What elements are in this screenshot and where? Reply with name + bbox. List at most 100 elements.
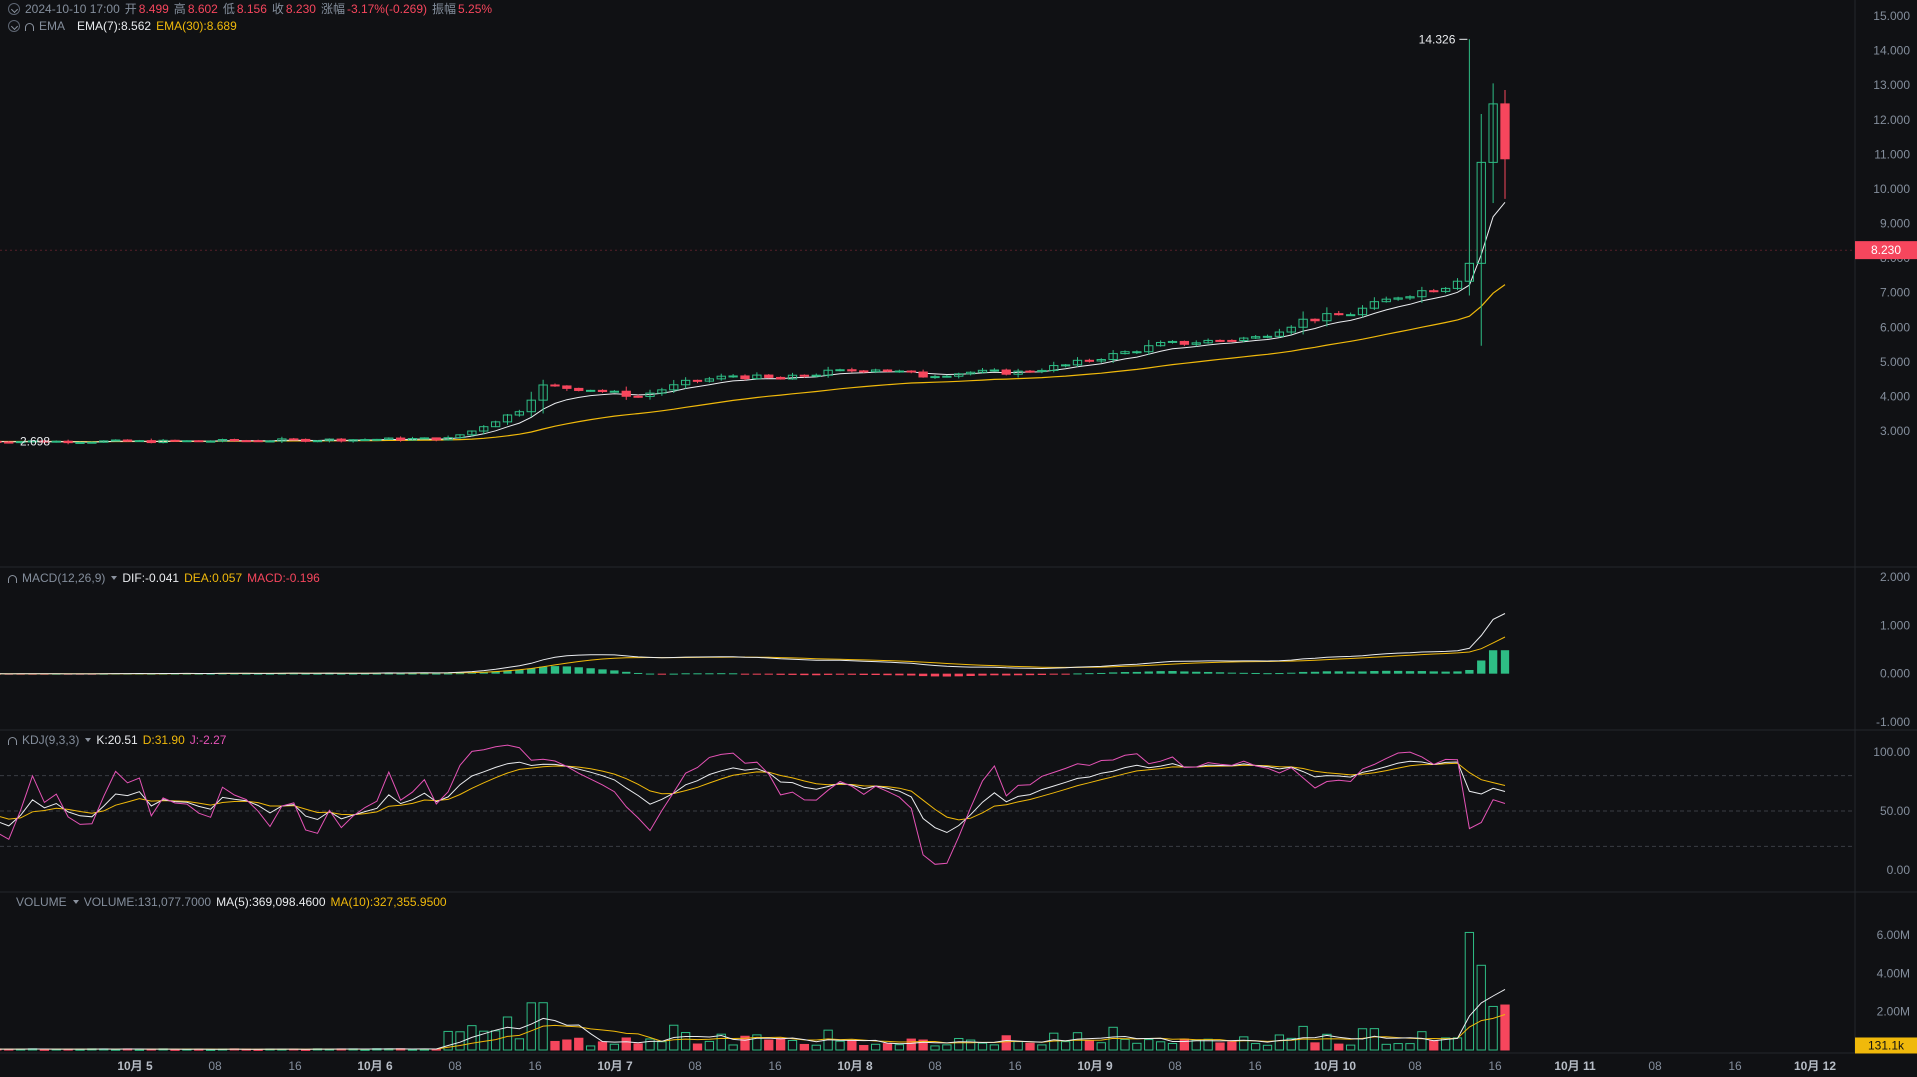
dea-value: DEA:0.057 bbox=[184, 571, 243, 585]
macd-name[interactable]: MACD(12,26,9) bbox=[22, 571, 106, 585]
x-tick-label: 08 bbox=[928, 1059, 942, 1073]
macd-bar bbox=[918, 673, 928, 677]
macd-bar bbox=[348, 673, 358, 675]
chevron-down-icon[interactable] bbox=[85, 738, 92, 742]
volume-bar bbox=[1227, 1041, 1237, 1051]
macd-bar bbox=[610, 670, 619, 674]
candle-body bbox=[835, 369, 845, 372]
macd-bar bbox=[1097, 672, 1106, 674]
volume-bar bbox=[1262, 1044, 1273, 1051]
candle-body bbox=[1132, 351, 1142, 354]
volume-bar bbox=[1500, 1004, 1510, 1051]
volume-value: VOLUME:131,077.7000 bbox=[83, 895, 212, 909]
macd-bar bbox=[1453, 671, 1462, 674]
change-value: -3.17%(-0.269) bbox=[346, 2, 427, 16]
volume-bar bbox=[1250, 1043, 1261, 1051]
macd-bar bbox=[930, 673, 940, 677]
candle-body bbox=[1440, 287, 1451, 292]
candle-body bbox=[882, 369, 893, 372]
macd-bar bbox=[384, 673, 393, 675]
candle-body bbox=[716, 375, 726, 380]
candle-body bbox=[39, 440, 50, 443]
candle-date: 2024-10-10 17:00 bbox=[25, 2, 120, 16]
macd-bar bbox=[669, 673, 678, 675]
candle-body bbox=[431, 437, 441, 441]
volume-name[interactable]: VOLUME bbox=[16, 895, 67, 909]
open-value: 8.499 bbox=[138, 2, 169, 16]
volume-bar bbox=[645, 1038, 655, 1051]
volume-bar bbox=[1013, 1041, 1023, 1051]
y-tick-label: 10.000 bbox=[1873, 182, 1910, 196]
candle-body bbox=[1167, 340, 1178, 343]
macd-bar bbox=[479, 672, 488, 674]
kdj-y-tick: 100.00 bbox=[1873, 745, 1910, 759]
amplitude-label: 振幅 bbox=[432, 2, 457, 16]
candle-body bbox=[110, 439, 121, 442]
kdj-k-line bbox=[0, 760, 1506, 834]
candle-body bbox=[1108, 353, 1118, 361]
volume-bar bbox=[514, 1038, 525, 1051]
macd-bar bbox=[883, 673, 892, 676]
volume-bar bbox=[1393, 1043, 1403, 1051]
macd-bar bbox=[942, 673, 952, 677]
collapse-header-icon[interactable] bbox=[8, 3, 20, 15]
volume-bar bbox=[775, 1037, 786, 1051]
macd-bar bbox=[859, 673, 868, 675]
x-tick-label: 16 bbox=[768, 1059, 782, 1073]
candle-body bbox=[182, 440, 192, 443]
x-tick-label: 16 bbox=[1488, 1059, 1502, 1073]
candle-body bbox=[205, 440, 216, 443]
bell-icon[interactable] bbox=[25, 23, 34, 31]
volume-bar bbox=[1239, 1036, 1249, 1051]
macd-bar bbox=[1358, 671, 1367, 674]
macd-bar bbox=[527, 668, 536, 674]
kdj-y-tick: 50.00 bbox=[1880, 804, 1910, 818]
ema30-line bbox=[0, 284, 1506, 443]
chevron-down-icon[interactable] bbox=[72, 900, 79, 904]
y-tick-label: 5.000 bbox=[1880, 355, 1910, 369]
candle-body bbox=[1393, 297, 1403, 300]
candle-body bbox=[455, 434, 465, 439]
candle-body bbox=[1488, 103, 1498, 163]
candle-body bbox=[63, 440, 73, 444]
dif-line bbox=[0, 613, 1506, 675]
macd-bar bbox=[1227, 672, 1237, 674]
volume-bar bbox=[965, 1039, 976, 1051]
macd-bar bbox=[550, 666, 560, 674]
candle-body bbox=[1096, 359, 1106, 362]
macd-bar bbox=[1500, 650, 1510, 674]
ema-name[interactable]: EMA bbox=[39, 19, 66, 33]
candle-body bbox=[407, 437, 418, 441]
candle-body bbox=[1120, 351, 1130, 355]
volume-bar bbox=[1286, 1037, 1296, 1051]
volume-bar bbox=[574, 1037, 584, 1051]
x-tick-label: 10月 5 bbox=[117, 1059, 153, 1073]
candle-body bbox=[799, 374, 810, 377]
macd-bar bbox=[895, 673, 904, 676]
candle-body bbox=[859, 370, 869, 373]
bell-icon[interactable] bbox=[8, 737, 17, 745]
y-tick-label: 13.000 bbox=[1873, 78, 1910, 92]
candle-body bbox=[490, 421, 501, 428]
kdj-name[interactable]: KDJ(9,3,3) bbox=[22, 733, 80, 747]
candle-body bbox=[1025, 370, 1035, 373]
open-label: 开 bbox=[124, 2, 137, 16]
collapse-ema-icon[interactable] bbox=[8, 20, 20, 32]
macd-bar bbox=[206, 673, 215, 675]
bell-icon[interactable] bbox=[8, 575, 17, 583]
macd-bar bbox=[1334, 671, 1343, 674]
chevron-down-icon[interactable] bbox=[111, 576, 118, 580]
volume-bar bbox=[716, 1033, 726, 1051]
macd-bar bbox=[1002, 673, 1011, 676]
candle-body bbox=[502, 414, 513, 423]
macd-bar bbox=[1310, 671, 1320, 674]
change-label: 涨幅 bbox=[320, 2, 345, 16]
candle-body bbox=[146, 440, 156, 444]
candle-body bbox=[289, 438, 299, 441]
candle-body bbox=[336, 438, 346, 442]
volume-bar bbox=[942, 1044, 952, 1051]
candle-body bbox=[1357, 307, 1368, 316]
volume-bar bbox=[585, 1045, 596, 1051]
candle-body bbox=[1250, 336, 1261, 339]
